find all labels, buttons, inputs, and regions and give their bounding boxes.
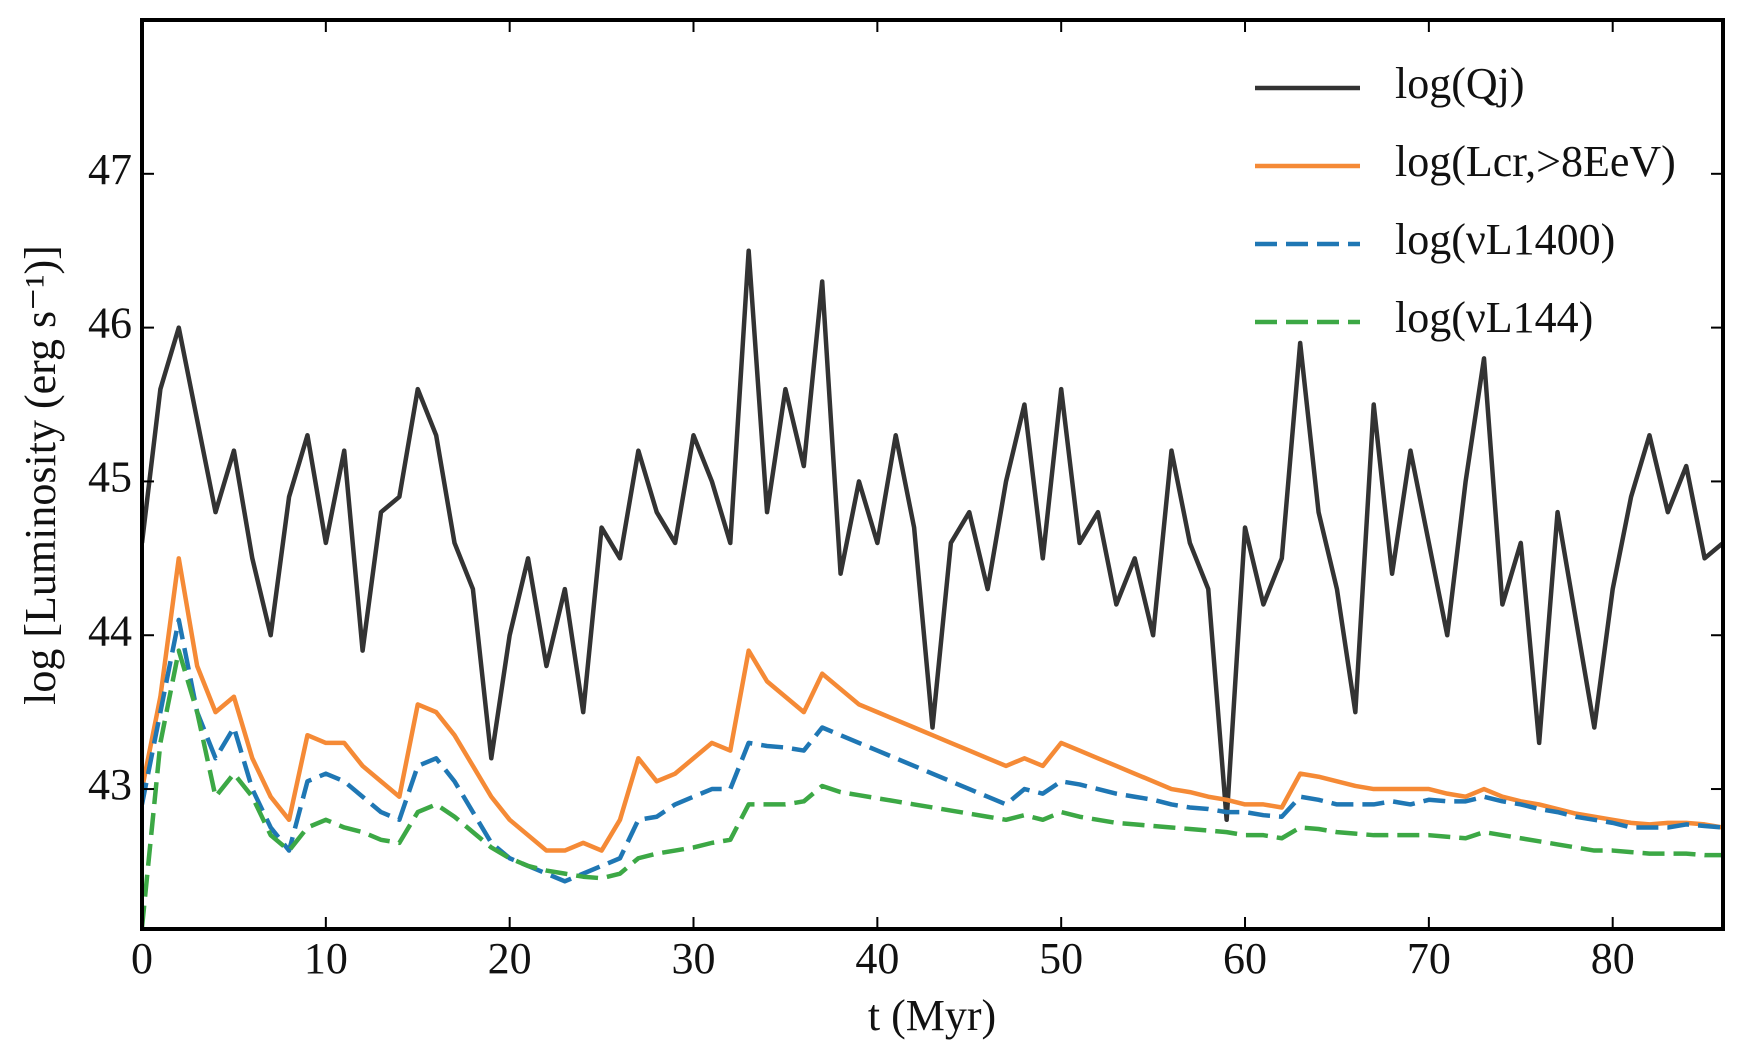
y-tick-label: 45 (88, 453, 132, 502)
series-line (142, 556, 1723, 853)
legend-label: log(Qj) (1395, 59, 1525, 108)
x-tick-label: 20 (488, 934, 532, 983)
y-axis-title: log [Luminosity (erg s⁻¹)] (16, 245, 65, 705)
series-line (142, 248, 1723, 823)
x-tick-label: 70 (1407, 934, 1451, 983)
x-tick-label: 10 (304, 934, 348, 983)
x-axis-title: t (Myr) (868, 991, 996, 1040)
y-tick-label: 46 (88, 299, 132, 348)
plot-lines (142, 248, 1723, 928)
legend-label: log(νL144) (1395, 293, 1593, 342)
x-tick-label: 50 (1039, 934, 1083, 983)
y-tick-label: 44 (88, 606, 132, 655)
x-tick-label: 60 (1223, 934, 1267, 983)
x-tick-label: 30 (672, 934, 716, 983)
legend-label: log(νL1400) (1395, 215, 1615, 264)
series-line (142, 648, 1723, 928)
y-tick-label: 43 (88, 760, 132, 809)
x-tick-label: 40 (855, 934, 899, 983)
plot-frame (140, 18, 1725, 931)
legend-label: log(Lcr,>8EeV) (1395, 137, 1676, 186)
x-tick-label: 80 (1591, 934, 1635, 983)
y-tick-label: 47 (88, 145, 132, 194)
x-tick-label: 0 (131, 934, 153, 983)
series-line (142, 617, 1723, 884)
